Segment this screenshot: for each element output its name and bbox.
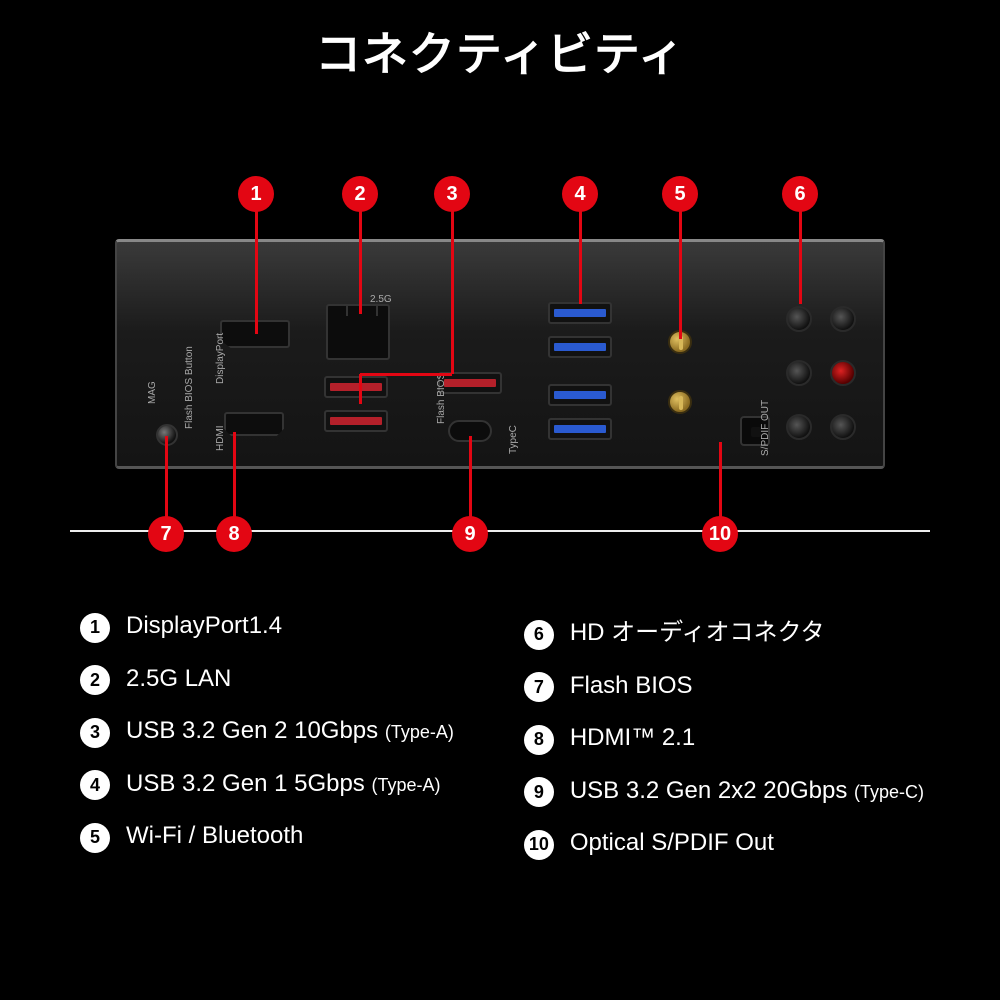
page-title: コネクティビティ — [0, 0, 1000, 84]
callout-line — [799, 210, 802, 304]
legend-label: Flash BIOS — [570, 672, 693, 700]
panel-side-label: HDMI — [215, 425, 226, 451]
legend-item-4: 4 USB 3.2 Gen 1 5Gbps (Type-A) — [80, 770, 454, 801]
legend-label: Optical S/PDIF Out — [570, 829, 774, 857]
legend-number: 7 — [524, 672, 554, 702]
legend-item-9: 9 USB 3.2 Gen 2x2 20Gbps (Type-C) — [524, 777, 924, 808]
callout-10: 10 — [702, 516, 738, 552]
legend-item-1: 1 DisplayPort1.4 — [80, 612, 454, 643]
callout-1: 1 — [238, 176, 274, 212]
legend-number: 4 — [80, 770, 110, 800]
legend-number: 9 — [524, 777, 554, 807]
panel-side-label: 2.5G — [370, 294, 392, 305]
legend-item-3: 3 USB 3.2 Gen 2 10Gbps (Type-A) — [80, 717, 454, 748]
legend-number: 6 — [524, 620, 554, 650]
legend-label: DisplayPort1.4 — [126, 612, 282, 640]
callout-line — [255, 210, 258, 334]
audio-jack-4 — [830, 360, 856, 386]
legend-label: Wi-Fi / Bluetooth — [126, 822, 303, 850]
usb-red-2 — [324, 410, 388, 432]
panel-side-label: DisplayPort — [215, 333, 226, 384]
usb-blue-2 — [548, 336, 612, 358]
audio-jack-3 — [786, 360, 812, 386]
legend-item-5: 5 Wi-Fi / Bluetooth — [80, 822, 454, 853]
callout-line — [233, 432, 236, 518]
usb-blue-1 — [548, 302, 612, 324]
audio-jack-5 — [786, 414, 812, 440]
legend-item-7: 7 Flash BIOS — [524, 672, 924, 703]
callout-line — [360, 373, 452, 376]
io-diagram: MAG Flash BIOS Button DisplayPort HDMI 2.5G F… — [0, 84, 1000, 564]
panel-side-label: MAG — [147, 381, 158, 404]
callout-8: 8 — [216, 516, 252, 552]
legend-label: HD オーディオコネクタ — [570, 612, 825, 647]
legend-label: HDMI™ 2.1 — [570, 724, 695, 752]
wifi-antenna-2 — [668, 390, 692, 414]
callout-4: 4 — [562, 176, 598, 212]
callout-9: 9 — [452, 516, 488, 552]
callout-line — [359, 374, 362, 404]
usb-blue-4 — [548, 418, 612, 440]
panel-side-label: S/PDIF OUT — [760, 400, 771, 456]
callout-line — [719, 442, 722, 518]
lan-port — [326, 304, 390, 360]
callout-line — [469, 436, 472, 518]
callout-line — [451, 210, 454, 374]
audio-jack-2 — [830, 306, 856, 332]
legend-label: USB 3.2 Gen 1 5Gbps (Type-A) — [126, 770, 441, 798]
usb-red-1 — [324, 376, 388, 398]
callout-line — [359, 210, 362, 314]
callout-5: 5 — [662, 176, 698, 212]
callout-7: 7 — [148, 516, 184, 552]
callout-6: 6 — [782, 176, 818, 212]
legend-number: 5 — [80, 823, 110, 853]
divider — [70, 530, 930, 532]
audio-jack-6 — [830, 414, 856, 440]
audio-jack-1 — [786, 306, 812, 332]
legend-number: 1 — [80, 613, 110, 643]
legend-label: USB 3.2 Gen 2 10Gbps (Type-A) — [126, 717, 454, 745]
legend-item-8: 8 HDMI™ 2.1 — [524, 724, 924, 755]
legend-label: 2.5G LAN — [126, 665, 231, 693]
legend-number: 2 — [80, 665, 110, 695]
callout-line — [165, 436, 168, 518]
panel-side-label: TypeC — [508, 425, 519, 454]
legend-number: 10 — [524, 830, 554, 860]
legend-item-6: 6 HD オーディオコネクタ — [524, 612, 924, 650]
legend-item-10: 10 Optical S/PDIF Out — [524, 829, 924, 860]
callout-line — [679, 210, 682, 339]
legend-number: 3 — [80, 718, 110, 748]
legend: 1 DisplayPort1.4 2 2.5G LAN 3 USB 3.2 Gen 2… — [80, 612, 924, 860]
legend-label: USB 3.2 Gen 2x2 20Gbps (Type-C) — [570, 777, 924, 805]
legend-number: 8 — [524, 725, 554, 755]
panel-side-label: Flash BIOS Button — [184, 346, 195, 429]
usb-blue-3 — [548, 384, 612, 406]
callout-line — [579, 210, 582, 304]
callout-2: 2 — [342, 176, 378, 212]
legend-item-2: 2 2.5G LAN — [80, 665, 454, 696]
panel-side-label: Flash BIOS — [436, 373, 447, 424]
callout-3: 3 — [434, 176, 470, 212]
